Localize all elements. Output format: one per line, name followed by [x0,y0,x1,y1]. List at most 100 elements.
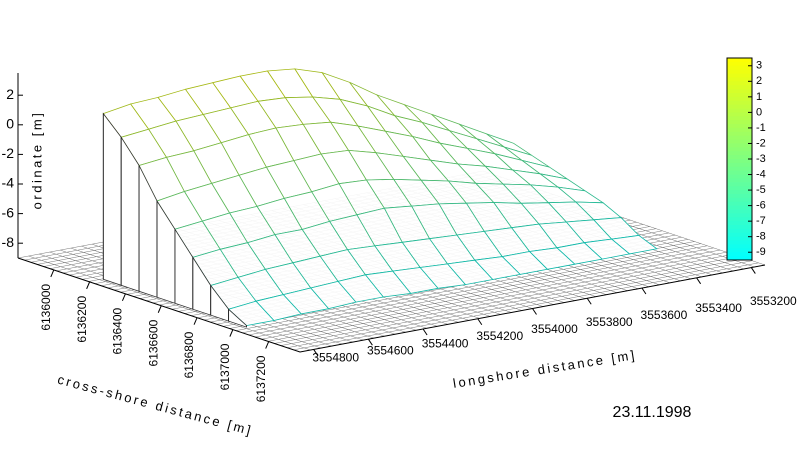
z-tick-label: 2 [6,86,14,102]
x-tick [696,277,702,285]
colorbar-band [727,236,752,242]
colorbar-band [727,228,752,234]
colorbar-band [727,217,752,222]
colorbar-band [727,201,752,207]
colorbar-band [727,116,752,121]
colorbar-tick-label: -8 [756,231,766,243]
colorbar-band [727,61,752,67]
y-tick [193,317,198,325]
x-tick [750,267,756,274]
colorbar-band [727,81,752,86]
x-tick-label: 3554200 [476,329,523,343]
y-tick [229,329,234,337]
colorbar-band [727,240,752,245]
y-tick-label: 6136800 [182,331,196,378]
axes: 2 0 -2 -4 -6 -8 3554800 3554600 3554400 3554200 35… [2,57,797,402]
colorbar-band [727,162,752,168]
surface [102,68,658,328]
colorbar-band [727,252,752,257]
x-tick [532,308,537,315]
colorbar-band [727,256,752,261]
floor-line [261,251,727,340]
colorbar-tick-label: -1 [756,122,766,134]
colorbar-tick-label: -2 [756,137,766,149]
z-axis-label: ordinate [m] [29,111,44,210]
colorbar-band [727,166,752,172]
colorbar-band [727,131,752,137]
x-tick [477,318,483,326]
colorbar-band [727,108,752,113]
colorbar-band [727,213,752,218]
colorbar-band [727,127,752,133]
colorbar-band [727,193,752,199]
floor-line [274,256,740,344]
y-tick-label: 6136200 [75,296,89,343]
floor-line [248,247,714,336]
colorbar-band [727,209,752,214]
x-tick-label: 3554000 [531,322,578,336]
colorbar-band [727,69,752,75]
colorbar-band [727,147,752,152]
colorbar-band [727,139,752,144]
colorbar-band [727,190,752,195]
colorbar-band [727,135,752,141]
x-tick [641,287,647,295]
y-tick [157,305,162,313]
z-tick-label: -8 [2,234,15,250]
z-tick-label: -6 [2,204,15,220]
colorbar-band [727,77,752,82]
colorbar-band [727,100,752,106]
colorbar-tick-label: -7 [756,215,766,227]
colorbar-tick-label: -4 [756,168,766,180]
colorbar-tick-label: 3 [756,60,762,72]
y-tick [50,269,55,278]
colorbar-band [727,221,752,226]
colorbar-tick-label: -5 [756,184,766,196]
colorbar-band [727,65,752,71]
colorbar-band [727,186,752,191]
floor-line [293,262,759,351]
y-tick [86,281,91,290]
colorbar-band [727,205,752,210]
colorbar-band [727,73,752,78]
x-tick [422,328,428,336]
y-tick-label: 6137200 [254,355,268,402]
z-tick-label: 0 [6,116,14,132]
colorbar-tick-label: -3 [756,153,766,165]
x-tick-label: 3554600 [367,343,414,357]
x-tick [367,338,373,346]
colorbar-band [727,170,752,176]
floor-line [280,258,746,346]
floor-line [242,245,708,334]
colorbar-band [727,244,752,249]
x-tick-label: 3554400 [422,336,469,350]
x-tick-label: 3553200 [750,294,797,308]
colorbar-band [727,120,752,125]
colorbar-band [727,159,752,164]
colorbar-band [727,225,752,230]
floor-line [255,249,721,338]
colorbar-band [727,89,752,94]
surface-curtain [102,112,122,286]
colorbar-tick-label: -9 [756,246,766,258]
colorbar-band [727,58,752,63]
colorbar-band [727,174,752,179]
y-tick-label: 6136400 [111,307,125,354]
colorbar-band [727,232,752,238]
x-tick-label: 3553600 [641,308,688,322]
colorbar-band [727,112,752,117]
colorbar-tick-label: 0 [756,106,762,118]
floor-edge [17,257,766,353]
colorbar-tick-label: 2 [756,75,762,87]
x-tick-label: 3553800 [586,315,633,329]
x-tick-label: 3554800 [312,350,359,364]
colorbar-tick-label: 1 [756,91,762,103]
y-tick [121,293,126,302]
colorbar-band [727,182,752,187]
colorbar-band [727,151,752,156]
z-tick-label: -2 [2,145,15,161]
y-tick-label: 6136000 [39,284,53,331]
colorbar-band [727,197,752,203]
colorbar-band [727,85,752,90]
